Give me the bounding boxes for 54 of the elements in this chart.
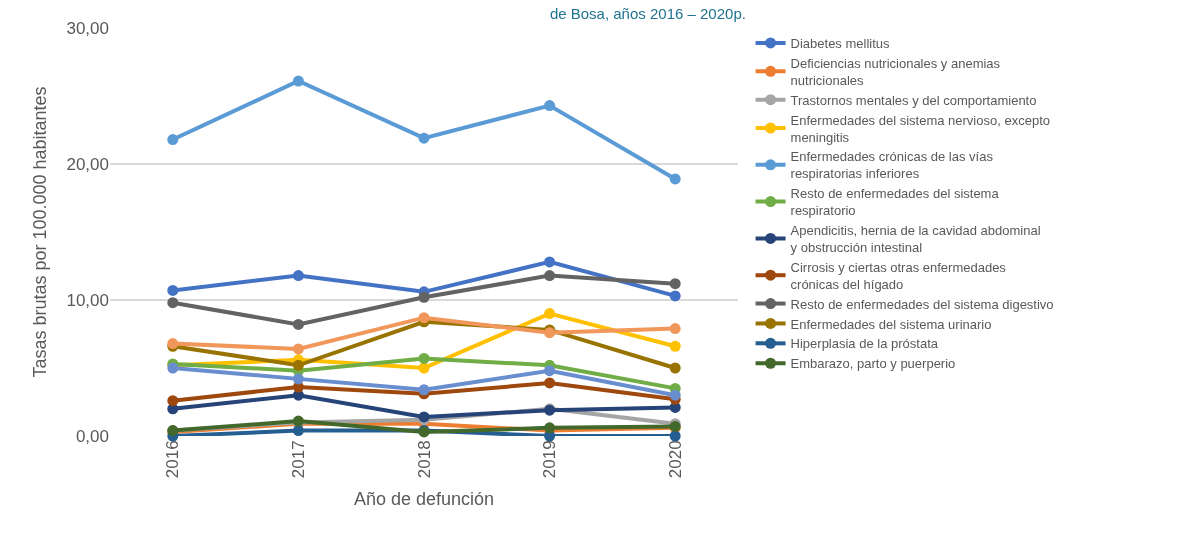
point	[167, 134, 179, 146]
point	[292, 359, 304, 371]
point	[167, 284, 179, 296]
point	[292, 75, 304, 87]
x-axis-title: Año de defunción	[353, 489, 495, 510]
x-tick-label: 2020	[665, 440, 685, 479]
legend-label: Resto de enfermedades del sistema respiratorio	[790, 186, 1000, 219]
point	[167, 395, 179, 407]
point	[292, 270, 304, 282]
legend-label: Enfermedades del sistema urinario	[790, 316, 992, 332]
point	[669, 173, 681, 185]
y-tick-label: 20,00	[66, 154, 109, 174]
point	[544, 256, 556, 268]
legend-label: Trastornos mentales y del comportamiento	[790, 92, 1037, 108]
point	[292, 343, 304, 355]
point	[669, 430, 681, 442]
point	[292, 318, 304, 330]
legend-label: Resto de enfermedades del sistema digestivo	[790, 296, 1054, 312]
point	[544, 270, 556, 282]
point	[669, 362, 681, 374]
point	[669, 290, 681, 302]
y-tick-label: 10,00	[66, 290, 109, 310]
point	[669, 278, 681, 290]
x-tick-label: 2018	[414, 440, 434, 479]
point	[418, 291, 430, 303]
point	[669, 340, 681, 352]
point	[544, 100, 556, 112]
y-tick-label: 30,00	[66, 18, 109, 38]
legend-label: Hiperplasia de la próstata	[790, 336, 939, 352]
point	[418, 312, 430, 324]
chart-title: de Bosa, años 2016 – 2020p.	[549, 4, 746, 22]
point	[418, 384, 430, 396]
point	[544, 308, 556, 320]
x-tick-label: 2017	[288, 440, 308, 479]
point	[167, 297, 179, 309]
legend-label: Apendicitis, hernia de la cavidad abdominal y obstrucción intestinal	[790, 223, 1041, 255]
point	[669, 389, 681, 401]
legend-label: Deficiencias nutricionales y anemias nutricionales	[790, 55, 1001, 88]
point	[544, 377, 556, 389]
legend-label: Cirrosis y ciertas otras enfermedades crónicas del hígado	[790, 259, 1007, 292]
legend-label: Enfermedades del sistema nervioso, excepto meningitis	[790, 112, 1050, 145]
y-tick-label: 0,00	[75, 426, 109, 446]
legend-label: Embarazo, parto y puerperio	[790, 356, 956, 372]
y-axis-title: Tasas brutas por 100.000 habitantes	[29, 86, 50, 378]
legend-label: Diabetes mellitus	[790, 36, 891, 52]
x-tick-label: 2019	[540, 440, 560, 479]
point	[669, 323, 681, 335]
point	[418, 352, 430, 364]
point	[292, 373, 304, 385]
x-tick-label: 2016	[163, 440, 183, 479]
point	[544, 365, 556, 377]
point	[418, 132, 430, 144]
point	[292, 425, 304, 437]
legend-label: Enfermedades crónicas de las vías respiratorias inferiores	[790, 149, 994, 182]
